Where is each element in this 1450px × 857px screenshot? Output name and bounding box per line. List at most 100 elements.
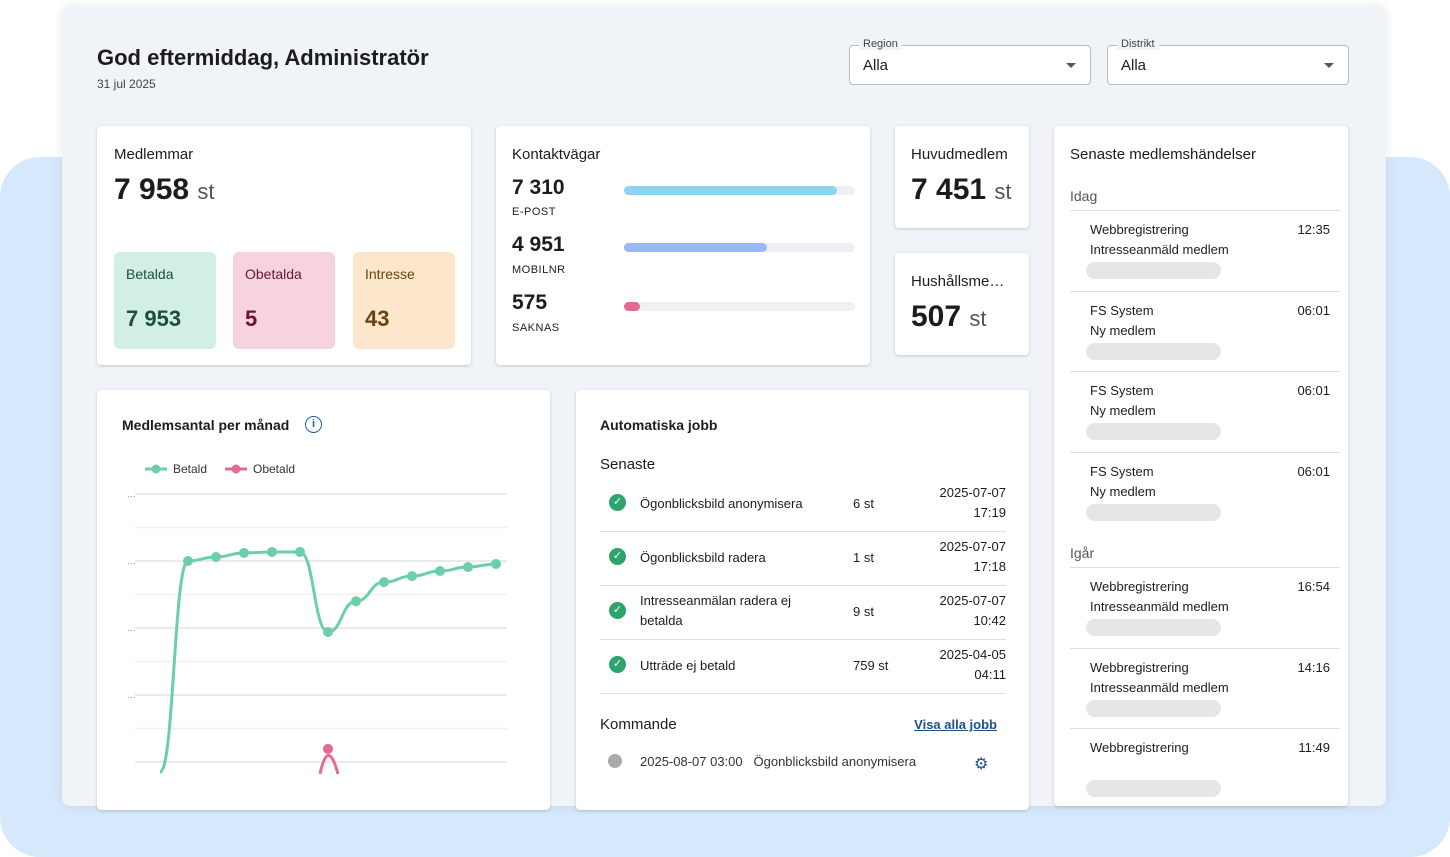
event-placeholder: [1086, 504, 1221, 521]
event-item[interactable]: Webbregistrering Intresseanmäld medlem 14:…: [1070, 648, 1340, 729]
event-item[interactable]: WebbregistreringIntresseanmäld medlem12:…: [1070, 210, 1340, 291]
greeting: God eftermiddag, Administratör: [97, 45, 429, 71]
event-item[interactable]: WebbregistreringIntresseanmäld medlem16:…: [1070, 567, 1340, 648]
y-tick-label: …: [127, 623, 136, 633]
recent-events-card: Senaste medlemshändelser IdagWebbregistr…: [1054, 126, 1348, 806]
event-type: Intresseanmäld medlem: [1090, 242, 1229, 257]
event-time: 16:54: [1297, 579, 1330, 594]
job-count: 9 st: [853, 602, 893, 622]
event-time: 06:01: [1297, 383, 1330, 398]
event-type: Ny medlem: [1090, 323, 1156, 338]
missing-count: 575: [512, 291, 547, 315]
event-source: FS System: [1090, 303, 1154, 318]
event-placeholder: [1086, 619, 1221, 636]
check-circle-icon: ✓: [609, 548, 626, 565]
job-count: 6 st: [853, 494, 893, 514]
y-tick-label: …: [127, 556, 136, 566]
job-datetime: 2025-04-0504:11: [940, 645, 1007, 685]
mobile-bar: [624, 243, 855, 252]
district-select[interactable]: Distrikt Alla: [1107, 45, 1349, 85]
district-value: Alla: [1121, 57, 1146, 74]
legend-marker: [232, 465, 241, 474]
mobile-label: MOBILNR: [512, 264, 566, 276]
event-type: Intresseanmäld medlem: [1090, 680, 1229, 695]
event-type: Ny medlem: [1090, 484, 1156, 499]
job-row[interactable]: ✓ Ögonblicksbild radera 1 st 2025-07-0717:1…: [600, 532, 1006, 586]
view-all-jobs-link[interactable]: Visa alla jobb: [914, 717, 997, 732]
chevron-down-icon: [1324, 63, 1334, 68]
job-row[interactable]: ✓ Intresseanmälan radera ej betalda 9 st 20…: [600, 586, 1006, 640]
tile-interest[interactable]: Intresse43: [353, 252, 455, 349]
members-chart-card: Medlemsantal per månad i …………BetaldObeta…: [97, 390, 550, 810]
members-total: 7 958 st: [114, 173, 215, 207]
data-point: [351, 596, 361, 606]
tile-unpaid[interactable]: Obetalda5: [233, 252, 335, 349]
household-value: 507 st: [911, 300, 987, 334]
event-item[interactable]: FS System Ny medlem 06:01: [1070, 371, 1340, 452]
check-circle-icon: ✓: [609, 602, 626, 619]
event-time: 12:35: [1297, 222, 1330, 237]
data-point: [463, 562, 473, 572]
event-type: Ny medlem: [1090, 403, 1156, 418]
event-source: Webbregistrering: [1090, 660, 1189, 675]
events-title: Senaste medlemshändelser: [1070, 146, 1256, 163]
job-datetime: 2025-07-0717:19: [940, 483, 1007, 523]
event-source: FS System: [1090, 383, 1154, 398]
job-name: Intresseanmälan radera ej betalda: [640, 591, 830, 631]
data-point: [323, 744, 333, 754]
series-line-obetald: [320, 755, 338, 774]
y-tick-label: …: [127, 690, 136, 700]
automatic-jobs-card: Automatiska jobb Senaste ✓Ögonblicksbild…: [576, 390, 1029, 810]
legend-label-obetald: Obetald: [253, 462, 295, 476]
data-point: [183, 556, 193, 566]
data-point: [407, 571, 417, 581]
event-source: Webbregistrering: [1090, 579, 1189, 594]
email-label: E-POST: [512, 206, 556, 218]
event-time: 11:49: [1298, 740, 1330, 755]
data-point: [435, 566, 445, 576]
region-select[interactable]: Region Alla: [849, 45, 1091, 85]
y-tick-label: …: [127, 489, 136, 499]
event-item[interactable]: FS SystemNy medlem06:01: [1070, 291, 1340, 372]
tile-paid[interactable]: Betalda7 953: [114, 252, 216, 349]
household-title: Hushållsme…: [911, 273, 1004, 290]
missing-label: SAKNAS: [512, 322, 560, 334]
current-date: 31 jul 2025: [97, 77, 156, 91]
household-card: Hushållsme… 507 st: [895, 253, 1029, 355]
job-datetime: 2025-07-0717:18: [940, 537, 1007, 577]
event-source: FS System: [1090, 464, 1154, 479]
event-time: 14:16: [1297, 660, 1330, 675]
region-label: Region: [859, 38, 902, 50]
data-point: [295, 547, 305, 557]
job-count: 759 st: [853, 656, 893, 676]
event-placeholder: [1086, 262, 1221, 279]
event-placeholder: [1086, 700, 1221, 717]
job-count: 1 st: [853, 548, 893, 568]
head-member-card: Huvudmedlem 7 451 st: [895, 126, 1029, 228]
head-member-title: Huvudmedlem: [911, 146, 1008, 163]
data-point: [267, 547, 277, 557]
check-circle-icon: ✓: [609, 494, 626, 511]
job-row[interactable]: ✓Utträde ej betald759 st2025-04-0504:11: [600, 640, 1006, 694]
gear-icon[interactable]: ⚙: [974, 754, 988, 774]
data-point: [323, 627, 333, 637]
event-placeholder: [1086, 780, 1221, 797]
members-title: Medlemmar: [114, 146, 193, 163]
event-item[interactable]: Webbregistrering 11:49: [1070, 728, 1340, 806]
contact-channels-card: Kontaktvägar 7 310 E-POST 4 951 MOBILNR …: [496, 126, 870, 365]
event-source: Webbregistrering: [1090, 740, 1189, 755]
job-datetime: 2025-07-0710:42: [940, 591, 1007, 631]
job-name: Ögonblicksbild radera: [640, 548, 830, 568]
line-chart: … … … … Betald Obetald: [97, 390, 550, 810]
event-placeholder: [1086, 343, 1221, 360]
members-card: Medlemmar 7 958 st Betalda7 953 Obetalda…: [97, 126, 471, 365]
legend-label-betald: Betald: [173, 462, 207, 476]
job-row[interactable]: ✓ Ögonblicksbild anonymisera 6 st 2025-07-0…: [600, 478, 1006, 532]
event-time: 06:01: [1297, 464, 1330, 479]
event-item[interactable]: FS System Ny medlem 06:01: [1070, 452, 1340, 533]
job-name: Ögonblicksbild anonymisera: [640, 494, 830, 514]
pending-icon: [608, 754, 622, 768]
job-name: Utträde ej betald: [640, 656, 830, 676]
upcoming-job: 2025-08-07 03:00 Ögonblicksbild anonymis…: [640, 754, 916, 769]
jobs-title: Automatiska jobb: [600, 417, 717, 433]
